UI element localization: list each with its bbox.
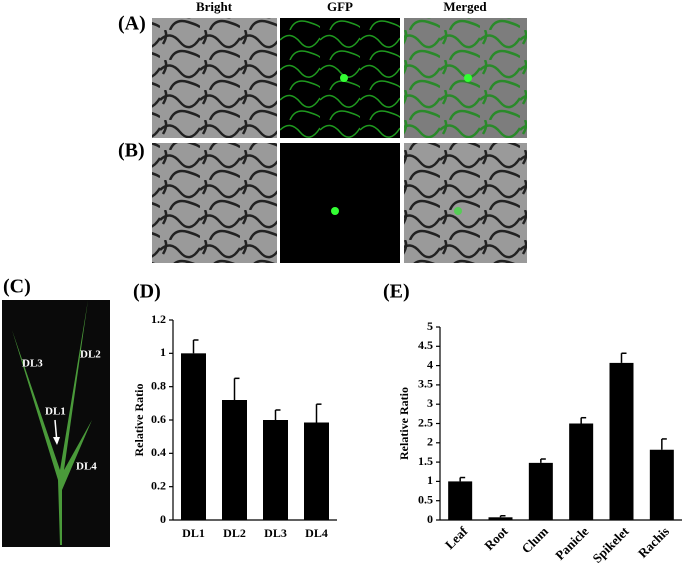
y-tick-label: 1	[160, 345, 166, 359]
nucleus	[464, 74, 472, 82]
bar	[609, 362, 634, 520]
x-tick-label: DL2	[223, 526, 246, 540]
y-tick-label: 4	[427, 357, 433, 371]
x-tick-label: Root	[481, 523, 511, 553]
bar	[448, 481, 473, 520]
y-tick-label: 4.5	[418, 338, 433, 352]
micrographs	[152, 18, 527, 263]
bar	[222, 400, 247, 520]
y-tick-label: 0	[160, 512, 166, 526]
x-tick-label: DL3	[264, 526, 287, 540]
y-axis-label: Relative Ratio	[397, 387, 411, 460]
y-tick-label: 2.5	[418, 415, 433, 429]
image-merged-b	[404, 143, 527, 263]
y-tick-label: 0.5	[418, 492, 433, 506]
leaf-label: DL4	[76, 461, 97, 473]
leaf-label: DL1	[45, 406, 66, 418]
y-tick-label: 0.2	[151, 478, 166, 492]
y-tick-label: 2	[427, 435, 433, 449]
nucleus	[340, 74, 348, 82]
column-title: Merged	[443, 0, 487, 14]
x-tick-label: Rachis	[635, 524, 672, 561]
y-tick-label: 3	[427, 396, 433, 410]
y-axis-label: Relative Ratio	[132, 384, 146, 457]
bar	[263, 420, 288, 520]
bar	[181, 353, 206, 520]
x-tick-label: Clum	[518, 524, 551, 557]
y-tick-label: 5	[427, 319, 433, 333]
y-tick-label: 0.4	[151, 445, 166, 459]
leaf-photo	[2, 300, 110, 547]
panel-label: (D)	[133, 281, 161, 303]
panel-label: (E)	[383, 281, 410, 303]
y-tick-label: 1.5	[418, 454, 433, 468]
x-tick-label: DL4	[305, 526, 328, 540]
y-tick-label: 3.5	[418, 377, 433, 391]
x-tick-label: Leaf	[442, 523, 471, 552]
image-bright-b	[152, 143, 277, 263]
image-gfp-b	[280, 143, 400, 263]
image-bright-a	[152, 18, 277, 138]
bar	[528, 462, 553, 520]
x-tick-label: Panicle	[552, 523, 591, 562]
column-title: Bright	[196, 0, 233, 14]
nucleus	[454, 207, 462, 215]
panel-label: (B)	[118, 140, 145, 162]
y-tick-label: 0.6	[151, 412, 166, 426]
nucleus	[331, 207, 339, 215]
bar	[649, 449, 674, 520]
panel-label: (A)	[118, 13, 146, 35]
y-tick-label: 0	[427, 512, 433, 526]
y-tick-label: 1.2	[151, 312, 166, 326]
bar	[569, 423, 594, 520]
arrow-head	[53, 437, 60, 445]
bar	[304, 422, 329, 520]
bar	[488, 517, 513, 520]
leaf-label: DL2	[80, 349, 101, 361]
column-title: GFP	[327, 0, 353, 14]
y-tick-label: 0.8	[151, 378, 166, 392]
panel-label: (C)	[3, 276, 31, 298]
x-tick-label: Spikelet	[589, 523, 632, 566]
x-tick-label: DL1	[182, 526, 205, 540]
y-tick-label: 1	[427, 473, 433, 487]
leaf	[12, 300, 92, 545]
leaf-label: DL3	[22, 358, 43, 370]
